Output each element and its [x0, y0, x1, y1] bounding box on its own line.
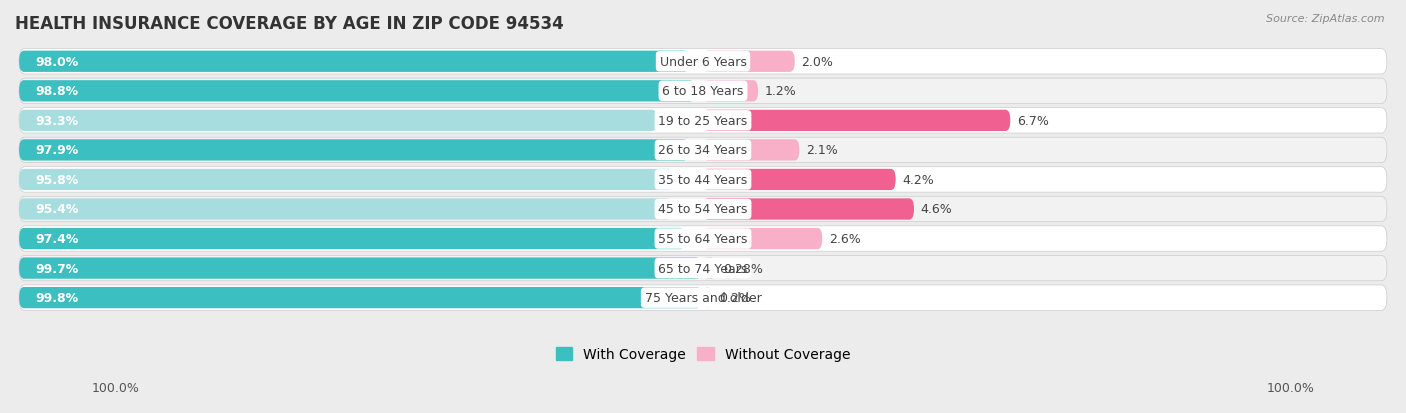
FancyBboxPatch shape	[703, 228, 823, 249]
Text: 45 to 54 Years: 45 to 54 Years	[658, 203, 748, 216]
Text: Source: ZipAtlas.com: Source: ZipAtlas.com	[1267, 14, 1385, 24]
Text: 75 Years and older: 75 Years and older	[644, 292, 762, 304]
FancyBboxPatch shape	[20, 258, 702, 279]
FancyBboxPatch shape	[703, 169, 896, 191]
FancyBboxPatch shape	[20, 138, 1386, 163]
Text: 26 to 34 Years: 26 to 34 Years	[658, 144, 748, 157]
FancyBboxPatch shape	[703, 287, 713, 309]
FancyBboxPatch shape	[20, 52, 689, 73]
FancyBboxPatch shape	[20, 50, 1386, 75]
FancyBboxPatch shape	[20, 167, 1386, 193]
FancyBboxPatch shape	[703, 140, 800, 161]
FancyBboxPatch shape	[703, 199, 914, 220]
Text: 1.2%: 1.2%	[765, 85, 797, 98]
Text: HEALTH INSURANCE COVERAGE BY AGE IN ZIP CODE 94534: HEALTH INSURANCE COVERAGE BY AGE IN ZIP …	[15, 15, 564, 33]
FancyBboxPatch shape	[703, 81, 758, 102]
Legend: With Coverage, Without Coverage: With Coverage, Without Coverage	[550, 342, 856, 367]
FancyBboxPatch shape	[20, 81, 695, 102]
Text: 35 to 44 Years: 35 to 44 Years	[658, 173, 748, 187]
FancyBboxPatch shape	[20, 169, 673, 191]
FancyBboxPatch shape	[20, 228, 685, 249]
Text: 99.8%: 99.8%	[35, 292, 79, 304]
Text: 100.0%: 100.0%	[91, 382, 139, 394]
Text: 2.1%: 2.1%	[806, 144, 838, 157]
Text: 4.2%: 4.2%	[903, 173, 934, 187]
FancyBboxPatch shape	[20, 285, 1386, 311]
Text: 65 to 74 Years: 65 to 74 Years	[658, 262, 748, 275]
FancyBboxPatch shape	[20, 226, 1386, 252]
Text: 95.8%: 95.8%	[35, 173, 79, 187]
FancyBboxPatch shape	[20, 108, 1386, 134]
Text: 55 to 64 Years: 55 to 64 Years	[658, 233, 748, 245]
Text: 2.6%: 2.6%	[830, 233, 860, 245]
FancyBboxPatch shape	[20, 256, 1386, 281]
Text: 19 to 25 Years: 19 to 25 Years	[658, 114, 748, 128]
FancyBboxPatch shape	[20, 287, 702, 309]
Text: 99.7%: 99.7%	[35, 262, 79, 275]
Text: 97.9%: 97.9%	[35, 144, 79, 157]
Text: 98.8%: 98.8%	[35, 85, 79, 98]
Text: 100.0%: 100.0%	[1267, 382, 1315, 394]
FancyBboxPatch shape	[703, 110, 1011, 132]
FancyBboxPatch shape	[703, 52, 794, 73]
Text: 4.6%: 4.6%	[921, 203, 953, 216]
FancyBboxPatch shape	[20, 79, 1386, 104]
Text: 98.0%: 98.0%	[35, 56, 79, 69]
FancyBboxPatch shape	[20, 199, 671, 220]
FancyBboxPatch shape	[20, 197, 1386, 222]
Text: 6.7%: 6.7%	[1017, 114, 1049, 128]
FancyBboxPatch shape	[20, 110, 657, 132]
Text: Under 6 Years: Under 6 Years	[659, 56, 747, 69]
Text: 97.4%: 97.4%	[35, 233, 79, 245]
Text: 6 to 18 Years: 6 to 18 Years	[662, 85, 744, 98]
FancyBboxPatch shape	[20, 140, 689, 161]
Text: 95.4%: 95.4%	[35, 203, 79, 216]
FancyBboxPatch shape	[703, 258, 716, 279]
Text: 2.0%: 2.0%	[801, 56, 834, 69]
Text: 0.2%: 0.2%	[718, 292, 751, 304]
Text: 93.3%: 93.3%	[35, 114, 79, 128]
Text: 0.28%: 0.28%	[723, 262, 762, 275]
